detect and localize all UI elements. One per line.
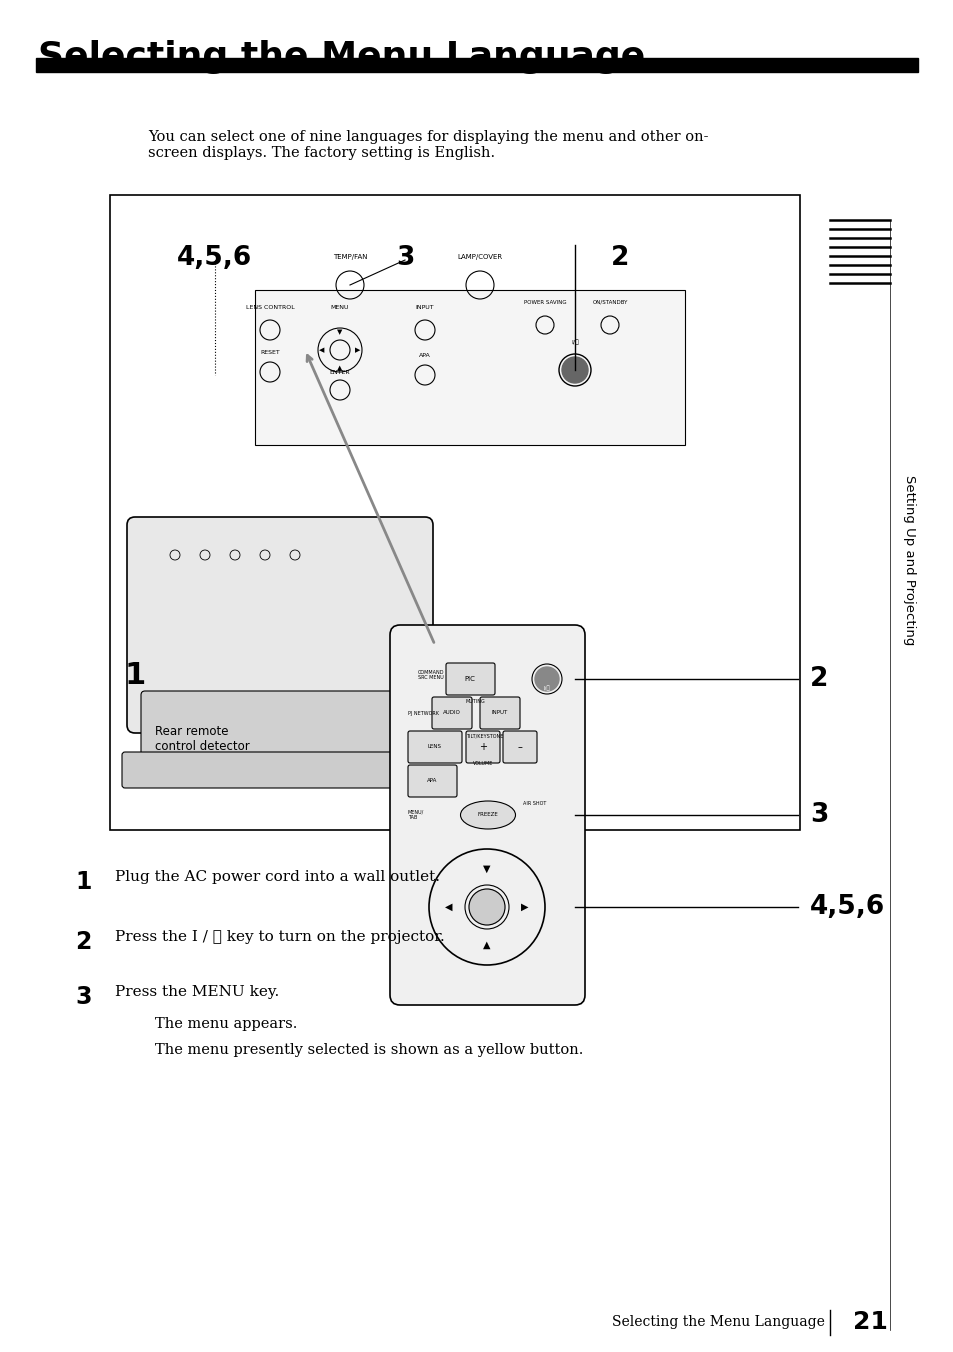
Text: 2: 2 (75, 930, 91, 955)
Text: POWER SAVING: POWER SAVING (523, 300, 566, 306)
FancyBboxPatch shape (408, 731, 461, 763)
Text: The menu presently selected is shown as a yellow button.: The menu presently selected is shown as … (154, 1042, 583, 1057)
FancyBboxPatch shape (390, 625, 584, 1005)
Circle shape (469, 890, 504, 925)
Circle shape (561, 357, 587, 383)
Text: ▼: ▼ (483, 864, 490, 873)
Text: 2: 2 (610, 245, 629, 270)
Text: +: + (478, 742, 486, 752)
Text: 21: 21 (852, 1310, 886, 1334)
Text: 4,5,6: 4,5,6 (809, 894, 884, 919)
Text: 3: 3 (75, 986, 91, 1009)
Text: TEMP/FAN: TEMP/FAN (333, 254, 367, 260)
Text: Rear remote
control detector: Rear remote control detector (154, 725, 250, 753)
Text: ENTER: ENTER (330, 370, 350, 375)
Text: Selecting the Menu Language: Selecting the Menu Language (38, 41, 644, 74)
Text: Plug the AC power cord into a wall outlet.: Plug the AC power cord into a wall outle… (115, 869, 439, 884)
Text: The menu appears.: The menu appears. (154, 1017, 297, 1032)
Text: PIC: PIC (464, 676, 475, 681)
Text: ▶: ▶ (520, 902, 528, 913)
Text: ◀: ◀ (319, 347, 324, 353)
Text: VOLUME: VOLUME (473, 761, 493, 767)
Text: I/⏻: I/⏻ (543, 685, 550, 691)
Text: ▶: ▶ (355, 347, 360, 353)
Text: MUTING: MUTING (465, 699, 484, 704)
Text: Press the MENU key.: Press the MENU key. (115, 986, 279, 999)
Text: ▼: ▼ (337, 329, 342, 335)
Bar (254, 289, 684, 445)
Text: ON/STANDBY: ON/STANDBY (592, 300, 627, 306)
Text: Selecting the Menu Language: Selecting the Menu Language (612, 1315, 824, 1329)
Text: MENU/
TAB: MENU/ TAB (408, 810, 424, 821)
Text: ▲: ▲ (337, 365, 342, 370)
FancyBboxPatch shape (446, 662, 495, 695)
Text: ▲: ▲ (483, 940, 490, 950)
FancyBboxPatch shape (141, 691, 418, 758)
Text: TILT/KEYSTONE: TILT/KEYSTONE (466, 733, 503, 738)
Text: 3: 3 (395, 245, 414, 270)
FancyBboxPatch shape (127, 516, 433, 733)
FancyBboxPatch shape (432, 698, 472, 729)
Text: I/⏻: I/⏻ (571, 339, 578, 345)
Text: –: – (517, 742, 522, 752)
FancyBboxPatch shape (479, 698, 519, 729)
Ellipse shape (460, 800, 515, 829)
Text: AUDIO: AUDIO (442, 711, 460, 715)
Circle shape (535, 667, 558, 691)
Text: APA: APA (418, 353, 431, 358)
Text: MENU: MENU (331, 306, 349, 310)
FancyBboxPatch shape (408, 765, 456, 796)
Text: ◀: ◀ (445, 902, 453, 913)
Text: 1: 1 (125, 661, 146, 690)
Text: AIR SHOT: AIR SHOT (523, 800, 546, 806)
Text: RESET: RESET (260, 350, 279, 356)
Bar (110, 195, 800, 830)
Text: COMMAND
SRC MENU: COMMAND SRC MENU (417, 669, 444, 680)
Text: 4,5,6: 4,5,6 (177, 245, 253, 270)
Text: LENS CONTROL: LENS CONTROL (245, 306, 294, 310)
Text: You can select one of nine languages for displaying the menu and other on-
scree: You can select one of nine languages for… (148, 130, 708, 160)
Text: PJ NETWORK: PJ NETWORK (408, 711, 438, 715)
Text: Press the I / ⏻ key to turn on the projector.: Press the I / ⏻ key to turn on the proje… (115, 930, 444, 944)
FancyBboxPatch shape (502, 731, 537, 763)
Text: INPUT: INPUT (492, 711, 508, 715)
FancyBboxPatch shape (465, 731, 499, 763)
Text: INPUT: INPUT (416, 306, 434, 310)
Text: 1: 1 (75, 869, 91, 894)
Text: APA: APA (426, 779, 436, 784)
FancyBboxPatch shape (122, 752, 437, 788)
Text: LAMP/COVER: LAMP/COVER (456, 254, 502, 260)
Text: 3: 3 (809, 802, 827, 827)
Text: 2: 2 (809, 667, 827, 692)
Text: Setting Up and Projecting: Setting Up and Projecting (902, 475, 916, 645)
Bar (36, 58, 917, 72)
Text: LENS: LENS (428, 745, 441, 749)
Text: FREEZE: FREEZE (477, 813, 497, 818)
